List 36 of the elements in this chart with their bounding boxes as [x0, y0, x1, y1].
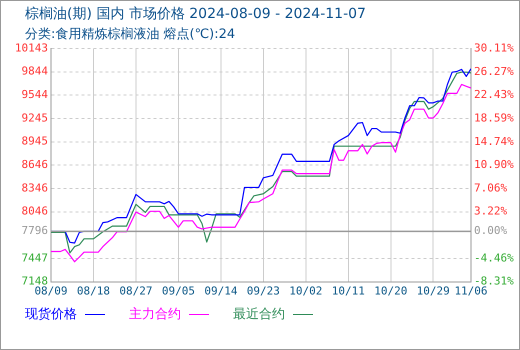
x-tick-label: 11/06 — [454, 284, 488, 298]
y-tick-label: 8945 — [22, 134, 48, 148]
y-tick-label: 9844 — [22, 64, 48, 78]
y2-tick-label: 26.27% — [474, 64, 514, 78]
y-tick-label: 9245 — [22, 111, 48, 124]
x-tick-label: 09/05 — [162, 284, 195, 298]
y-tick-label: 9544 — [22, 88, 48, 102]
y-tick-label: 7447 — [22, 251, 48, 264]
y2-tick-label: 10.90% — [474, 158, 514, 172]
y2-tick-label: 7.06% — [474, 181, 508, 194]
y-tick-label: 10143 — [14, 41, 48, 54]
y2-tick-label: -4.46% — [474, 251, 514, 264]
x-tick-label: 10/20 — [374, 284, 408, 298]
x-tick-label: 09/23 — [246, 284, 280, 298]
chart-title: 棕榈油(期) 国内 市场价格 2024-08-09 - 2024-11-07 — [25, 5, 366, 23]
x-tick-label: 10/11 — [332, 284, 365, 298]
y-tick-label: 7796 — [22, 224, 48, 238]
x-tick-label: 08/18 — [76, 284, 110, 298]
chart-subtitle: 分类:食用精炼棕榈液油 熔点(℃):24 — [25, 26, 236, 43]
x-tick-label: 08/27 — [119, 284, 153, 298]
legend-label: 主力合约 — [129, 306, 181, 323]
y-tick-label: 8046 — [22, 204, 48, 218]
y-tick-label: 8646 — [22, 158, 48, 172]
legend-label: 现货价格 — [25, 306, 77, 323]
x-tick-label: 08/09 — [34, 284, 68, 298]
y2-tick-label: 22.43% — [474, 88, 514, 102]
x-tick-label: 09/14 — [204, 284, 238, 298]
legend-label: 最近合约 — [233, 306, 285, 323]
y2-tick-label: 30.11% — [474, 41, 514, 54]
y2-tick-label: 18.59% — [474, 111, 514, 124]
y2-tick-label: 3.22% — [474, 204, 508, 218]
x-tick-label: 10/02 — [289, 284, 322, 298]
x-tick-label: 10/29 — [416, 284, 450, 298]
y-tick-label: 8346 — [22, 181, 48, 194]
y2-tick-label: 0.00% — [474, 224, 508, 238]
y2-tick-label: 14.74% — [474, 134, 514, 148]
